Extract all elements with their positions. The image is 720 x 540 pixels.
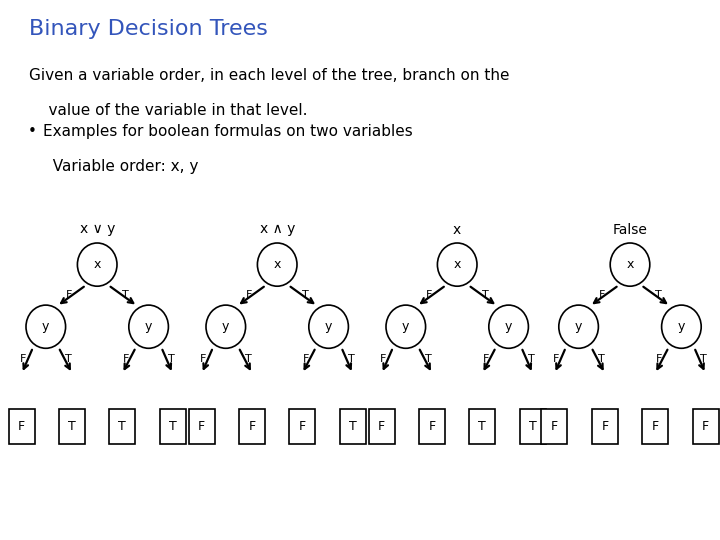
FancyBboxPatch shape (189, 409, 215, 444)
Text: T: T (655, 290, 662, 300)
Ellipse shape (309, 305, 348, 348)
Ellipse shape (26, 305, 66, 348)
Text: T: T (478, 420, 486, 433)
Text: T: T (169, 420, 176, 433)
Text: x: x (274, 258, 281, 271)
FancyBboxPatch shape (419, 409, 445, 444)
FancyBboxPatch shape (160, 409, 186, 444)
Text: x: x (94, 258, 101, 271)
FancyBboxPatch shape (289, 409, 315, 444)
Text: y: y (505, 320, 513, 333)
Text: x ∧ y: x ∧ y (259, 222, 295, 237)
Text: F: F (18, 420, 25, 433)
Text: Given a variable order, in each level of the tree, branch on the: Given a variable order, in each level of… (29, 68, 509, 83)
FancyBboxPatch shape (59, 409, 85, 444)
Text: T: T (302, 290, 309, 300)
Text: F: F (380, 354, 387, 364)
Ellipse shape (662, 305, 701, 348)
Text: x ∨ y: x ∨ y (79, 222, 115, 237)
Text: F: F (246, 290, 252, 300)
Text: y: y (222, 320, 230, 333)
FancyBboxPatch shape (592, 409, 618, 444)
Text: Binary Decision Trees: Binary Decision Trees (29, 19, 268, 39)
Text: T: T (118, 420, 126, 433)
Ellipse shape (438, 243, 477, 286)
FancyBboxPatch shape (693, 409, 719, 444)
FancyBboxPatch shape (239, 409, 265, 444)
Text: T: T (122, 290, 129, 300)
Text: F: F (656, 354, 662, 364)
Text: T: T (598, 354, 604, 364)
Text: y: y (678, 320, 685, 333)
Text: T: T (348, 354, 354, 364)
FancyBboxPatch shape (109, 409, 135, 444)
Text: F: F (598, 290, 605, 300)
Text: F: F (652, 420, 659, 433)
Text: y: y (575, 320, 582, 333)
Text: T: T (529, 420, 536, 433)
Text: F: F (378, 420, 385, 433)
Text: F: F (20, 354, 27, 364)
Text: F: F (248, 420, 256, 433)
Text: x: x (626, 258, 634, 271)
Text: T: T (168, 354, 174, 364)
Text: y: y (325, 320, 333, 333)
Text: F: F (702, 420, 709, 433)
FancyBboxPatch shape (9, 409, 35, 444)
Text: F: F (198, 420, 205, 433)
Text: F: F (551, 420, 558, 433)
Text: T: T (245, 354, 251, 364)
FancyBboxPatch shape (520, 409, 546, 444)
Ellipse shape (206, 305, 246, 348)
Text: T: T (68, 420, 76, 433)
Ellipse shape (78, 243, 117, 286)
Text: T: T (701, 354, 707, 364)
Text: F: F (123, 354, 130, 364)
Text: y: y (402, 320, 410, 333)
Text: F: F (299, 420, 306, 433)
FancyBboxPatch shape (642, 409, 668, 444)
Text: Examples for boolean formulas on two variables: Examples for boolean formulas on two var… (43, 124, 413, 139)
Text: T: T (482, 290, 489, 300)
Ellipse shape (489, 305, 528, 348)
Ellipse shape (129, 305, 168, 348)
Text: F: F (66, 290, 72, 300)
Text: x: x (453, 222, 462, 237)
Text: False: False (613, 222, 647, 237)
FancyBboxPatch shape (541, 409, 567, 444)
Text: Variable order: x, y: Variable order: x, y (43, 159, 199, 174)
Text: F: F (200, 354, 207, 364)
Text: •: • (27, 124, 36, 139)
Text: y: y (42, 320, 50, 333)
Text: F: F (428, 420, 436, 433)
Ellipse shape (386, 305, 426, 348)
Text: T: T (425, 354, 431, 364)
Text: value of the variable in that level.: value of the variable in that level. (29, 103, 307, 118)
Text: T: T (528, 354, 534, 364)
Text: F: F (601, 420, 608, 433)
FancyBboxPatch shape (469, 409, 495, 444)
Text: F: F (426, 290, 432, 300)
FancyBboxPatch shape (369, 409, 395, 444)
Text: F: F (483, 354, 490, 364)
Ellipse shape (559, 305, 598, 348)
Text: x: x (454, 258, 461, 271)
Text: T: T (65, 354, 71, 364)
Text: F: F (553, 354, 559, 364)
Ellipse shape (611, 243, 649, 286)
FancyBboxPatch shape (340, 409, 366, 444)
Text: T: T (349, 420, 356, 433)
Ellipse shape (258, 243, 297, 286)
Text: y: y (145, 320, 153, 333)
Text: F: F (303, 354, 310, 364)
